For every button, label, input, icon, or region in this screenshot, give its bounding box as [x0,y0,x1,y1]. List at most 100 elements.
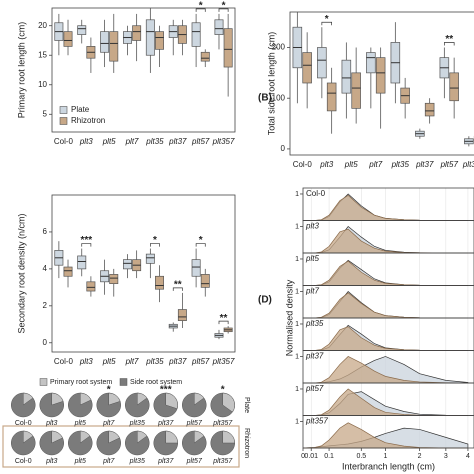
box [145,253,155,264]
y-tick-label: 6 [43,227,48,236]
y-tick-label: 1 [295,353,299,360]
significance-label: * [107,385,111,396]
panel-frame [302,415,474,449]
x-tick-label: plt5 [74,420,86,427]
box [63,31,73,47]
significance-bracket [321,21,332,26]
box [341,59,352,94]
panel-name: plt37 [305,352,324,361]
pie-wedge [222,430,236,444]
significance-label: * [222,1,226,12]
box [177,309,187,321]
x-tick-label: plt7 [368,160,382,169]
y-tick-label: 5 [43,109,48,118]
legend-label: Rhizotron [71,116,105,125]
pie-wedge [194,430,205,444]
x-tick-label: 2 [418,453,422,460]
plot-frame [51,7,236,133]
box [109,31,119,62]
box [191,22,201,47]
pie-wedge [108,392,121,406]
significance-label: *** [160,385,172,396]
legend-swatch [119,378,128,386]
box [375,57,386,94]
x-tick-label: plt37 [168,137,187,146]
box [200,51,210,62]
x-tick-label: plt357 [212,357,235,366]
x-axis-label: Interbranch length (cm) [342,461,435,471]
pie-wedge [23,392,34,406]
panel-label: (D) [258,295,272,306]
x-tick-label: plt37 [157,458,174,465]
pie-wedge [108,430,120,444]
significance-label: * [199,235,203,246]
x-tick-label: 0 [301,453,305,460]
legend-swatch [59,117,68,125]
significance-bracket [81,243,92,247]
box [132,25,142,41]
panel-name: plt7 [305,287,319,296]
box [326,82,337,112]
x-tick-label: Col-0 [15,420,32,427]
y-tick-label: 100 [272,93,286,102]
panel-label: (B) [258,93,272,104]
y-axis-label: Primary root length (cm) [16,22,26,119]
x-tick-label: plt3 [319,160,333,169]
significance-label: *** [80,235,92,246]
significance-bracket [150,243,160,247]
significance-label: * [199,1,203,12]
y-tick-label: 2 [43,301,48,310]
box [449,72,459,102]
pie-wedge [51,430,63,444]
y-axis-label: Normalised density [284,279,294,356]
significance-label: ** [445,34,453,45]
x-tick-label: 0.1 [324,453,334,460]
x-tick-label: 1 [384,453,388,460]
panel-name: Col-0 [306,189,326,198]
plot-frame [289,11,474,156]
box [155,31,164,50]
y-tick-label: 1 [295,418,299,425]
x-tick-label: plt3 [79,357,93,366]
x-tick-label: plt357 [212,420,233,427]
significance-bracket [195,243,206,247]
box [77,25,87,35]
x-tick-label: plt7 [125,137,139,146]
y-tick-label: 0 [43,338,48,347]
panel-name: plt5 [305,254,319,263]
x-tick-label: plt7 [102,458,115,465]
box [77,255,87,270]
x-tick-label: plt57 [440,160,459,169]
significance-bracket [444,42,455,46]
x-tick-label: plt57 [186,420,203,427]
x-tick-label: 0.01 [304,453,318,460]
y-tick-label: 1 [295,288,299,295]
significance-label: ** [174,280,182,291]
y-axis-label: Secondary root density (n/cm) [16,213,26,333]
x-tick-label: plt5 [74,458,86,465]
rhizotron-box [2,425,240,468]
legend-label: Side root system [130,379,182,386]
x-tick-label: plt57 [191,137,210,146]
box [123,259,132,270]
x-tick-label: plt35 [145,357,164,366]
x-tick-label: plt357 [462,160,474,169]
x-tick-label: plt3 [79,137,93,146]
pie-wedge [51,392,64,406]
x-tick-label: Col-0 [54,357,74,366]
y-tick-label: 1 [295,386,299,393]
x-tick-label: plt7 [125,357,139,366]
y-tick-label: 10 [38,80,47,89]
y-tick-label: 4 [43,264,48,273]
x-tick-label: plt35 [145,137,164,146]
legend-label: Plate [71,105,90,114]
significance-label: * [221,385,225,396]
box [100,31,110,53]
x-tick-label: Col-0 [15,458,32,465]
significance-bracket [218,320,229,325]
x-tick-label: Col-0 [54,137,74,146]
legend-label: Primary root system [50,379,112,386]
panel-name: plt57 [305,384,324,393]
pie-wedge [165,392,178,410]
box [109,274,119,285]
